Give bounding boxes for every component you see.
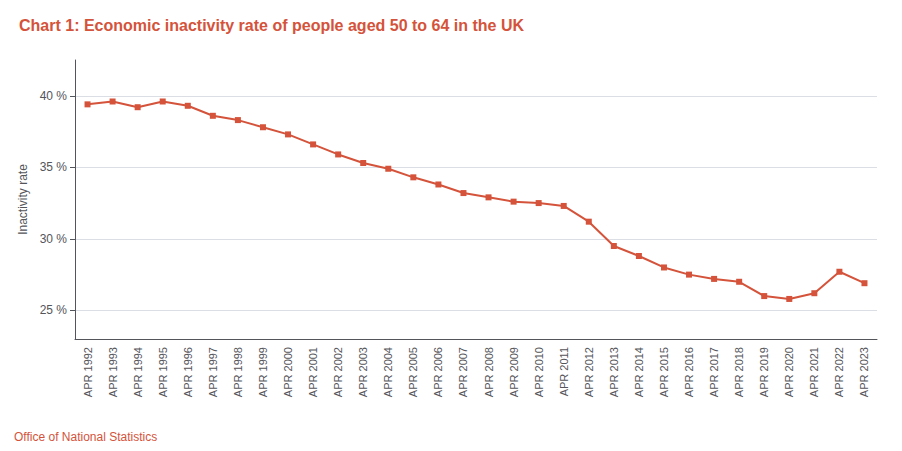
svg-text:APR 2020: APR 2020 — [783, 347, 795, 397]
svg-text:APR 2021: APR 2021 — [808, 347, 820, 397]
svg-text:APR 2007: APR 2007 — [457, 347, 469, 397]
svg-text:APR 2011: APR 2011 — [558, 347, 570, 396]
svg-text:APR 1995: APR 1995 — [157, 347, 169, 397]
svg-text:APR 2022: APR 2022 — [833, 347, 845, 397]
svg-text:APR 2000: APR 2000 — [282, 347, 294, 397]
svg-text:APR 1997: APR 1997 — [207, 347, 219, 397]
svg-text:APR 2023: APR 2023 — [858, 347, 870, 397]
svg-text:Chart 1: Economic inactivity r: Chart 1: Economic inactivity rate of peo… — [19, 17, 524, 34]
svg-text:25 %: 25 % — [40, 303, 68, 317]
svg-text:APR 2010: APR 2010 — [533, 347, 545, 397]
svg-text:APR 2002: APR 2002 — [332, 347, 344, 397]
svg-text:Inactivity rate: Inactivity rate — [16, 164, 30, 235]
svg-text:APR 2001: APR 2001 — [307, 347, 319, 397]
svg-text:APR 2014: APR 2014 — [633, 347, 645, 397]
svg-text:APR 2006: APR 2006 — [432, 347, 444, 397]
svg-text:APR 2017: APR 2017 — [708, 347, 720, 397]
svg-text:Office of National Statistics: Office of National Statistics — [14, 430, 157, 444]
svg-text:APR 2018: APR 2018 — [733, 347, 745, 397]
svg-text:APR 2009: APR 2009 — [508, 347, 520, 397]
svg-text:APR 2008: APR 2008 — [483, 347, 495, 397]
svg-text:40 %: 40 % — [40, 89, 68, 103]
svg-text:30 %: 30 % — [40, 232, 68, 246]
svg-text:APR 2019: APR 2019 — [758, 347, 770, 397]
svg-text:APR 2005: APR 2005 — [407, 347, 419, 397]
svg-text:APR 2012: APR 2012 — [583, 347, 595, 397]
svg-text:APR 2015: APR 2015 — [658, 347, 670, 397]
svg-text:APR 1998: APR 1998 — [232, 347, 244, 397]
svg-text:APR 1993: APR 1993 — [107, 347, 119, 397]
svg-text:APR 2013: APR 2013 — [608, 347, 620, 397]
svg-text:APR 2004: APR 2004 — [382, 347, 394, 397]
svg-text:APR 1999: APR 1999 — [257, 347, 269, 397]
svg-text:APR 1992: APR 1992 — [82, 347, 94, 397]
svg-text:APR 2003: APR 2003 — [357, 347, 369, 397]
svg-text:APR 1994: APR 1994 — [132, 347, 144, 397]
svg-text:APR 1996: APR 1996 — [182, 347, 194, 397]
svg-text:35 %: 35 % — [40, 160, 68, 174]
svg-text:APR 2016: APR 2016 — [683, 347, 695, 397]
